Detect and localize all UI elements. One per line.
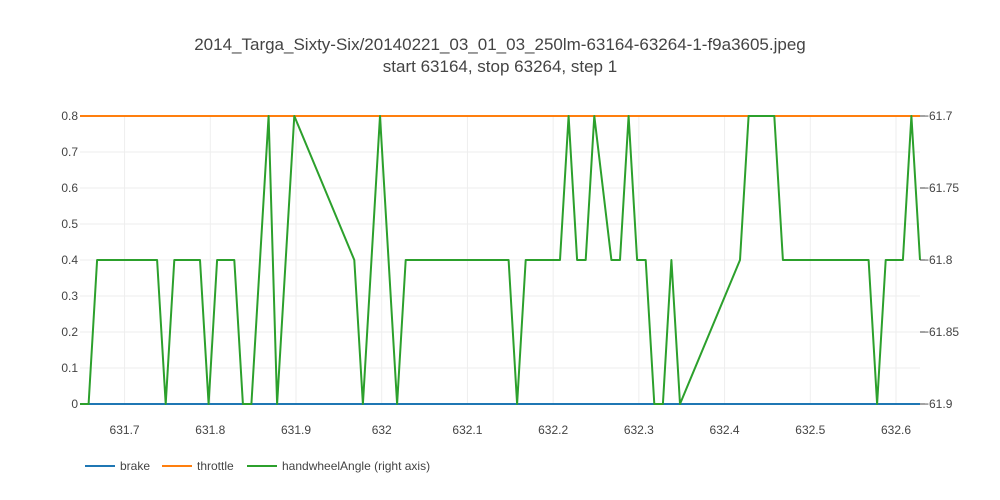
series-line-handwheelangle <box>80 115 921 405</box>
x-tick-label: 632.5 <box>795 423 825 437</box>
x-tick-label: 632.4 <box>710 423 740 437</box>
x-tick-label: 632.2 <box>538 423 568 437</box>
x-tick-label: 631.7 <box>110 423 140 437</box>
y-right-tick-label: −61.9 <box>922 397 953 411</box>
y-left-tick-label: 0.7 <box>61 145 78 159</box>
y-right-tick-label: −61.7 <box>922 109 953 123</box>
y-left-tick-label: 0.4 <box>61 253 78 267</box>
x-tick-label: 632.3 <box>624 423 654 437</box>
y-left-tick-label: 0.6 <box>61 181 78 195</box>
y-left-tick-label: 0.8 <box>61 109 78 123</box>
axis-ticks: 0 0.1 0.2 0.3 0.4 0.5 0.6 0.7 0.8 631.7 631.8 631.9… <box>61 109 959 437</box>
y-right-tick-label: −61.75 <box>922 181 959 195</box>
x-tick-label: 631.8 <box>195 423 225 437</box>
y-left-tick-label: 0.1 <box>61 361 78 375</box>
y-left-tick-label: 0.3 <box>61 289 78 303</box>
x-tick-label: 632.1 <box>452 423 482 437</box>
y-right-tick-label: −61.8 <box>922 253 953 267</box>
x-tick-label: 631.9 <box>281 423 311 437</box>
legend: brake throttle handwheelAngle (right axis) <box>85 459 430 473</box>
y-left-tick-label: 0.2 <box>61 325 78 339</box>
legend-label: handwheelAngle (right axis) <box>282 459 430 473</box>
chart-title: 2014_Targa_Sixty-Six/20140221_03_01_03_2… <box>194 35 806 54</box>
y-right-tick-label: −61.85 <box>922 325 959 339</box>
x-tick-label: 632.6 <box>881 423 911 437</box>
y-left-tick-label: 0.5 <box>61 217 78 231</box>
y-left-tick-label: 0 <box>71 397 78 411</box>
chart-subtitle: start 63164, stop 63264, step 1 <box>383 57 617 76</box>
legend-label: throttle <box>197 459 234 473</box>
series-lines <box>80 115 921 405</box>
legend-label: brake <box>120 459 150 473</box>
x-tick-label: 632 <box>372 423 392 437</box>
